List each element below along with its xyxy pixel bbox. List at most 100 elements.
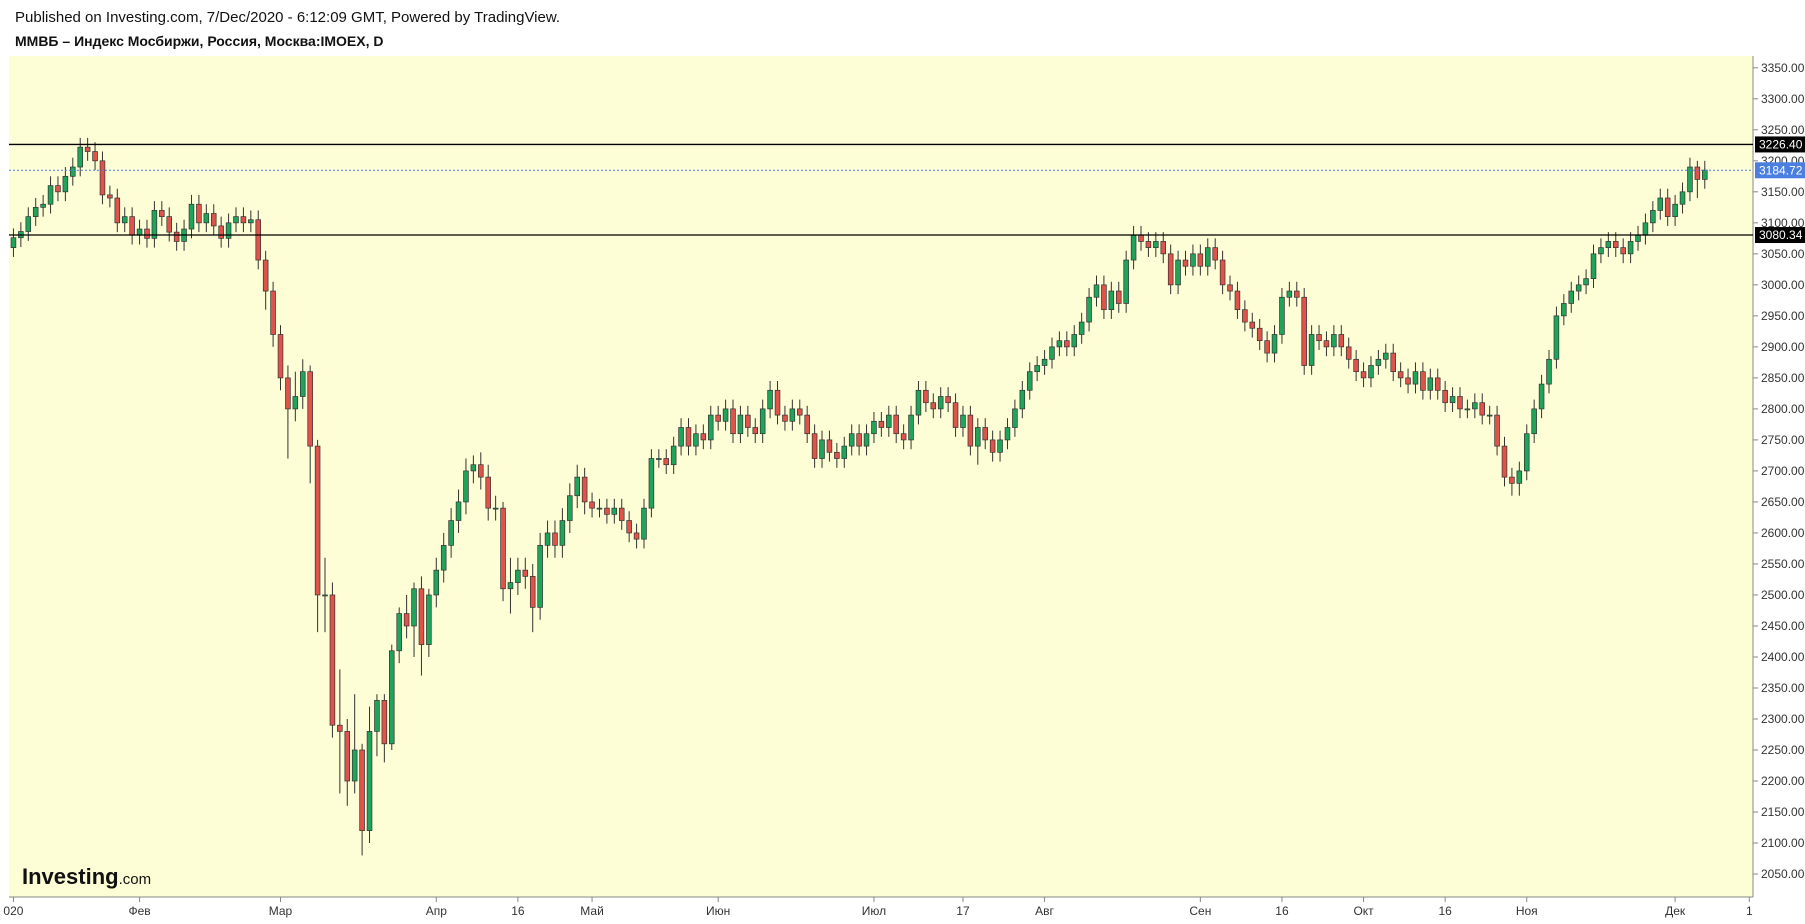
y-tick-label: 2950.00: [1761, 309, 1805, 323]
candle-body: [285, 377, 291, 410]
candle-body: [1338, 334, 1345, 348]
x-tick-label: Фев: [128, 904, 150, 918]
logo-brand: Investing: [22, 864, 119, 889]
symbol-title: ММВБ – Индекс Мосбиржи, Россия, Москва:I…: [15, 33, 384, 49]
candle-body: [255, 219, 262, 261]
candle-body: [1182, 259, 1189, 267]
y-tick-label: 3000.00: [1761, 278, 1805, 292]
candle-body: [84, 146, 91, 152]
candle-body: [1390, 352, 1396, 373]
candle-body: [767, 389, 773, 410]
candle-body: [1546, 358, 1552, 385]
candle-body: [374, 700, 380, 732]
candle-body: [129, 216, 135, 236]
y-tick-label: 3150.00: [1761, 185, 1805, 199]
candle-body: [1153, 241, 1159, 248]
candle-body: [99, 160, 106, 196]
candle-body: [1434, 377, 1441, 391]
candle-body: [396, 613, 402, 652]
candle-body: [1657, 197, 1664, 211]
candle-body: [455, 501, 462, 521]
candle-body: [707, 414, 714, 441]
candle-body: [1702, 169, 1708, 180]
candle-body: [685, 427, 692, 447]
candle-body: [463, 470, 469, 503]
candle-body: [774, 389, 781, 416]
candle-body: [1672, 203, 1678, 217]
x-tick-label: Мар: [269, 904, 293, 918]
candle-body: [1479, 402, 1485, 416]
y-tick-label: 2650.00: [1761, 495, 1805, 509]
candle-body: [292, 396, 299, 410]
candle-body: [1205, 247, 1211, 267]
candle-body: [32, 206, 39, 217]
candle-body: [1590, 253, 1597, 280]
candle-body: [1242, 309, 1248, 323]
candle-body: [633, 532, 640, 540]
candle-body: [915, 389, 922, 416]
candle-body: [1509, 476, 1515, 484]
candle-body: [433, 569, 440, 596]
candle-body: [25, 216, 32, 232]
candle-body: [1368, 365, 1374, 379]
y-tick-label: 3100.00: [1761, 216, 1805, 230]
candle-body: [1420, 371, 1426, 391]
x-tick-label: Окт: [1353, 904, 1374, 918]
candle-body: [307, 371, 313, 447]
x-tick-label: Июл: [862, 904, 886, 918]
candle-body: [248, 219, 254, 224]
candle-body: [1575, 284, 1582, 292]
candle-body: [782, 414, 788, 422]
candle-body: [841, 445, 848, 459]
candle-body: [1442, 389, 1448, 404]
x-tick-label: Авг: [1035, 904, 1054, 918]
candle-body: [1694, 166, 1701, 180]
candle-body: [1093, 284, 1100, 298]
logo-suffix: .com: [119, 871, 152, 888]
candle-body: [1664, 197, 1671, 217]
candle-body: [1234, 290, 1241, 311]
y-tick-label: 2600.00: [1761, 526, 1805, 540]
candle-body: [678, 427, 684, 447]
candle-body: [1271, 334, 1278, 354]
y-tick-label: 2500.00: [1761, 588, 1805, 602]
candle-body: [997, 439, 1003, 453]
candle-body: [159, 210, 165, 217]
candle-body: [403, 613, 410, 627]
candle-body: [878, 420, 885, 428]
y-tick-label: 2250.00: [1761, 743, 1805, 757]
candle-body: [389, 650, 395, 745]
y-tick-label: 3300.00: [1761, 92, 1805, 106]
candle-body: [1449, 396, 1456, 404]
y-tick-label: 2750.00: [1761, 433, 1805, 447]
y-tick-label: 2550.00: [1761, 557, 1805, 571]
candle-body: [1331, 334, 1337, 348]
candle-body: [426, 594, 432, 645]
candle-body: [1627, 241, 1634, 255]
candle-body: [1041, 358, 1048, 366]
candle-body: [700, 433, 707, 441]
candle-body: [1620, 247, 1626, 255]
candle-body: [1071, 334, 1078, 348]
candle-body: [1197, 253, 1204, 267]
candle-body: [1190, 253, 1196, 267]
candle-body: [1323, 340, 1330, 348]
candle-body: [552, 532, 558, 546]
candle-body: [811, 433, 818, 459]
candle-body: [1687, 166, 1693, 193]
candle-body: [1145, 241, 1152, 248]
x-tick-label: Сен: [1189, 904, 1211, 918]
candle-body: [329, 594, 336, 726]
last-price-box: [1755, 162, 1805, 179]
candle-body: [1635, 234, 1641, 242]
candle-body: [1405, 377, 1411, 385]
candle-body: [47, 185, 54, 205]
candle-body: [611, 507, 618, 515]
candle-body: [10, 237, 17, 248]
candle-body: [1115, 290, 1122, 304]
candle-body: [136, 228, 143, 236]
candle-body: [1160, 241, 1167, 255]
candle-body: [1056, 340, 1063, 348]
candle-body: [544, 532, 551, 546]
candle-body: [618, 507, 625, 521]
